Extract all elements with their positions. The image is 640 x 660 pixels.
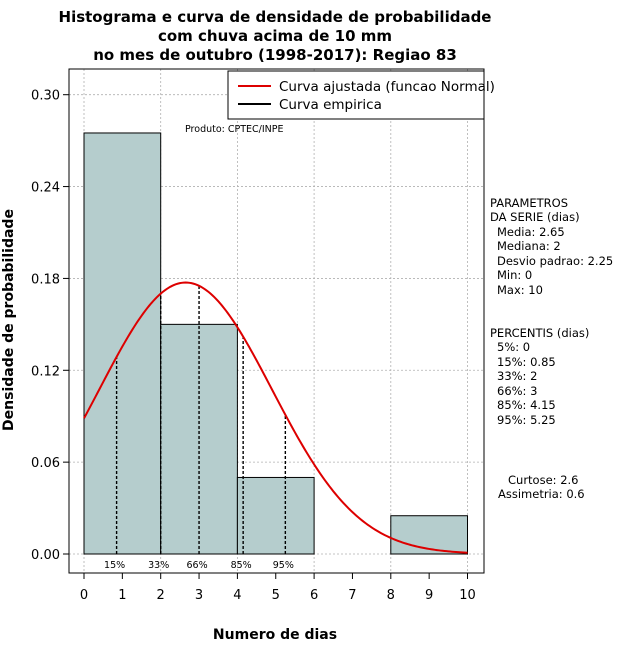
product-annotation: Produto: CPTEC/INPE xyxy=(185,124,284,135)
percentil-15: 15%: 0.85 xyxy=(497,355,556,369)
x-tick-label: 10 xyxy=(459,588,476,603)
percentis-heading: PERCENTIS (dias) xyxy=(490,326,589,340)
legend-box xyxy=(227,70,485,120)
percentil-5: 5%: 0 xyxy=(497,340,530,354)
fitted-normal-curve xyxy=(83,281,468,554)
percentil-85: 85%: 4.15 xyxy=(497,398,556,412)
x-tick-label: 2 xyxy=(157,588,165,603)
param-min: Min: 0 xyxy=(497,268,532,282)
y-tick-label: 0.06 xyxy=(31,456,60,471)
y-tick-label: 0.00 xyxy=(31,548,60,563)
x-axis-label: Numero de dias xyxy=(213,627,337,643)
percentile-label: 85% xyxy=(231,560,252,571)
y-axis-label: Densidade de probabilidade xyxy=(1,209,17,431)
param-desvio: Desvio padrao: 2.25 xyxy=(497,254,613,268)
x-tick-label: 5 xyxy=(272,588,280,603)
series-parameters: PARAMETROS DA SERIE (dias) Media: 2.65 M… xyxy=(490,196,613,297)
legend-fitted-label: Curva ajustada (funcao Normal) xyxy=(279,79,495,95)
parametros-heading-2: DA SERIE (dias) xyxy=(490,210,580,224)
x-tick-label: 7 xyxy=(348,588,356,603)
shape-statistics: Curtose: 2.6 Assimetria: 0.6 xyxy=(498,473,585,501)
y-tick-label: 0.30 xyxy=(31,89,60,104)
percentil-33: 33%: 2 xyxy=(497,369,537,383)
histogram-bars xyxy=(83,132,468,555)
chart-title-line-2: com chuva acima de 10 mm xyxy=(158,27,392,45)
param-media: Media: 2.65 xyxy=(497,225,565,239)
curtose: Curtose: 2.6 xyxy=(508,473,578,487)
percentiles-list: PERCENTIS (dias) 5%: 0 15%: 0.85 33%: 2 … xyxy=(490,326,589,427)
assimetria: Assimetria: 0.6 xyxy=(498,487,585,501)
x-tick-label: 1 xyxy=(118,588,126,603)
y-tick-label: 0.12 xyxy=(31,364,60,379)
percentile-lines xyxy=(115,285,287,554)
percentile-label: 66% xyxy=(186,560,207,571)
chart-title-line-3: no mes de outubro (1998-2017): Regiao 83 xyxy=(93,46,457,64)
chart-title-line-1: Histograma e curva de densidade de proba… xyxy=(59,8,492,26)
parametros-heading-1: PARAMETROS xyxy=(490,196,568,210)
x-tick-label: 4 xyxy=(233,588,241,603)
histogram-bar xyxy=(390,515,468,555)
percentile-label: 95% xyxy=(273,560,294,571)
histogram-bar xyxy=(83,132,162,555)
percentile-label: 15% xyxy=(104,560,125,571)
percentil-95: 95%: 5.25 xyxy=(497,413,556,427)
legend: Curva ajustada (funcao Normal) Curva emp… xyxy=(227,70,495,120)
y-tick-label: 0.24 xyxy=(31,181,60,196)
histogram-bar xyxy=(236,476,315,555)
percentile-labels: 15% 33% 66% 85% 95% xyxy=(104,560,294,571)
x-tick-label: 8 xyxy=(387,588,395,603)
axes: 0.00 0.06 0.12 0.18 0.24 0.30 0 1 2 3 4 5 6 7 8 9 10 xyxy=(31,68,485,603)
x-tick-label: 3 xyxy=(195,588,203,603)
param-mediana: Mediana: 2 xyxy=(497,239,561,253)
percentil-66: 66%: 3 xyxy=(497,384,537,398)
x-tick-label: 0 xyxy=(80,588,88,603)
x-tick-label: 6 xyxy=(310,588,318,603)
y-tick-label: 0.18 xyxy=(31,272,60,287)
percentile-label: 33% xyxy=(148,560,169,571)
legend-empirical-label: Curva empirica xyxy=(279,97,382,113)
x-tick-label: 9 xyxy=(425,588,433,603)
param-max: Max: 10 xyxy=(497,283,543,297)
